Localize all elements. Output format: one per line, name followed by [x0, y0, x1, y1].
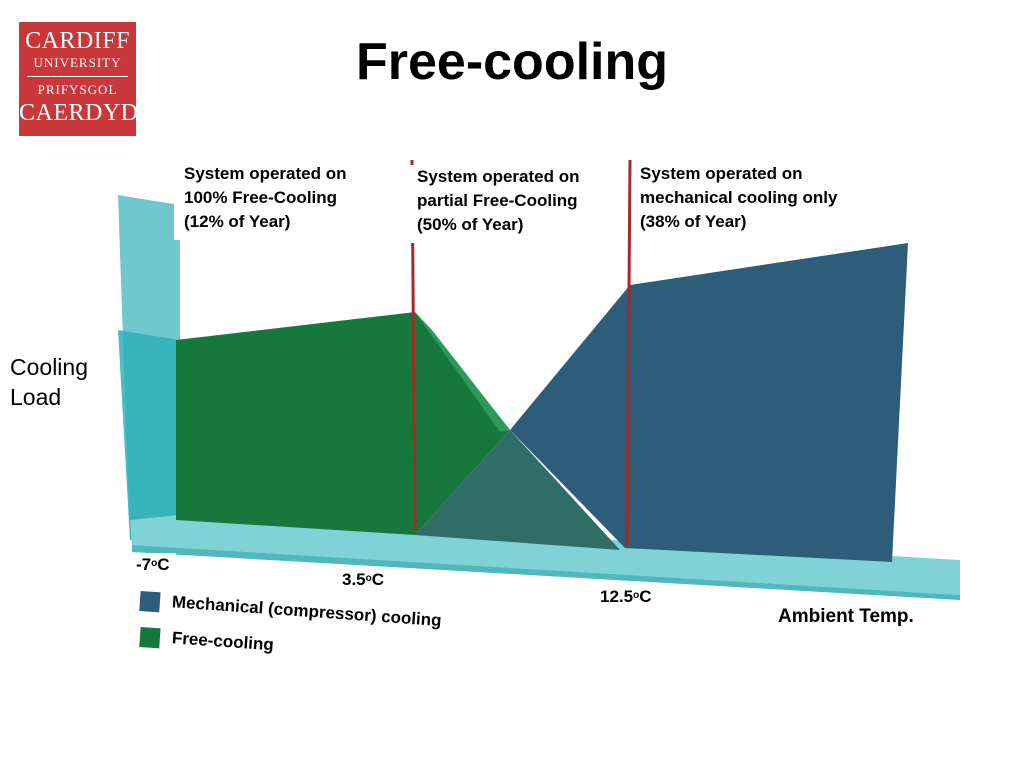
- tick-12-5c-degree: o: [633, 590, 640, 601]
- logo-divider: [27, 76, 128, 77]
- annotation-partial-free-cooling: System operated on partial Free-Cooling …: [410, 165, 620, 243]
- tick-12-5c: 12.5oC: [592, 585, 660, 609]
- annotation-mechanical-only: System operated on mechanical cooling on…: [632, 162, 926, 240]
- cardiff-university-logo: CARDIFF UNIVERSITY PRIFYSGOL CAERDYDD: [19, 22, 157, 136]
- annotation-full-line-2: 100% Free-Cooling: [184, 188, 338, 207]
- tick-minus-7c-degree: o: [151, 558, 158, 569]
- overlap-area: [415, 430, 620, 550]
- y-axis-label-line-1: Cooling: [10, 354, 88, 380]
- x-axis-label: Ambient Temp.: [770, 600, 970, 634]
- x-axis-floor: [130, 515, 960, 595]
- tick-3-5c: 3.5oC: [336, 568, 391, 592]
- free-cooling-slope: [415, 312, 510, 432]
- slide-title: Free-cooling: [355, 33, 669, 91]
- logo-line-4: CAERDYDD: [19, 100, 157, 126]
- tick-minus-7c-value: -7: [136, 555, 152, 574]
- annotation-partial-line-3: (50% of Year): [417, 215, 524, 234]
- y-axis-label-line-2: Load: [10, 384, 62, 410]
- logo-line-3: PRIFYSGOL: [37, 82, 118, 97]
- tick-3-5c-degree: o: [365, 573, 372, 584]
- annotation-full-line-3: (12% of Year): [184, 212, 291, 231]
- tick-minus-7c: -7oC: [130, 553, 176, 577]
- legend-swatch-free-cooling: [139, 626, 161, 648]
- annotation-partial-line-2: partial Free-Cooling: [417, 191, 578, 210]
- annotation-full-line-1: System operated on: [184, 164, 347, 183]
- annotation-partial-line-1: System operated on: [417, 167, 580, 186]
- annotation-mechanical-line-1: System operated on: [640, 164, 803, 183]
- x-axis-floor-edge: [132, 545, 960, 600]
- annotation-full-free-cooling: System operated on 100% Free-Cooling (12…: [174, 160, 388, 240]
- divider-12-5c: [625, 159, 632, 546]
- tick-3-5c-value: 3.5: [342, 570, 366, 589]
- legend-swatch-mechanical: [139, 590, 161, 612]
- logo-line-1: CARDIFF: [25, 28, 130, 54]
- tick-minus-7c-unit: C: [157, 555, 170, 574]
- tick-12-5c-value: 12.5: [600, 587, 634, 606]
- mechanical-cooling-area: [510, 243, 908, 562]
- tick-12-5c-unit: C: [639, 587, 652, 606]
- logo-line-2: UNIVERSITY: [33, 55, 122, 70]
- annotation-mechanical-line-2: mechanical cooling only: [640, 188, 838, 207]
- annotation-mechanical-line-3: (38% of Year): [640, 212, 747, 231]
- y-axis-label: Cooling Load: [10, 352, 88, 412]
- free-cooling-area: [176, 312, 510, 535]
- y-axis-wall-lower: [118, 330, 180, 540]
- tick-3-5c-unit: C: [371, 570, 385, 589]
